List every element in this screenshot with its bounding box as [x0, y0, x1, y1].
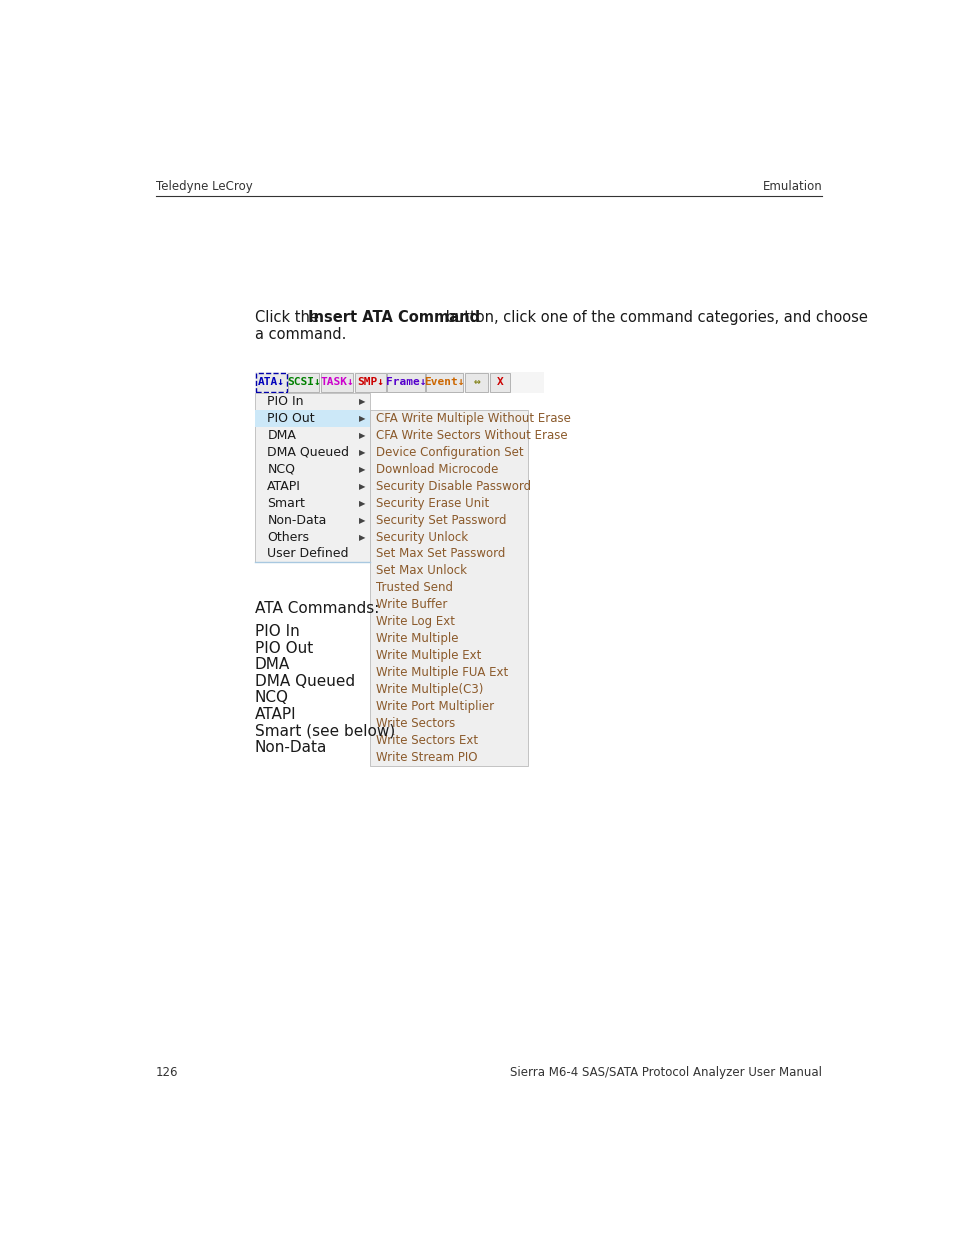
Text: Frame↓: Frame↓ [385, 377, 426, 388]
FancyBboxPatch shape [464, 373, 488, 391]
FancyBboxPatch shape [369, 410, 528, 766]
Text: CFA Write Sectors Without Erase: CFA Write Sectors Without Erase [375, 429, 567, 442]
Text: a command.: a command. [254, 327, 346, 342]
Text: Write Sectors: Write Sectors [375, 716, 455, 730]
Text: PIO Out: PIO Out [267, 412, 314, 425]
Text: DMA Queued: DMA Queued [254, 674, 355, 689]
Text: Write Multiple(C3): Write Multiple(C3) [375, 683, 482, 697]
Text: button, click one of the command categories, and choose: button, click one of the command categor… [441, 310, 867, 325]
Text: Emulation: Emulation [761, 180, 821, 193]
Text: ▶: ▶ [358, 396, 365, 406]
FancyBboxPatch shape [320, 373, 353, 391]
Text: Teledyne LeCroy: Teledyne LeCroy [155, 180, 253, 193]
Text: Write Log Ext: Write Log Ext [375, 615, 455, 629]
Text: NCQ: NCQ [254, 690, 289, 705]
Text: Event↓: Event↓ [424, 377, 464, 388]
Text: ▶: ▶ [358, 532, 365, 542]
Text: Smart: Smart [267, 496, 305, 510]
Text: DMA Queued: DMA Queued [267, 446, 349, 459]
Text: Set Max Set Password: Set Max Set Password [375, 547, 505, 561]
FancyBboxPatch shape [255, 373, 286, 391]
FancyBboxPatch shape [489, 373, 509, 391]
Text: ▶: ▶ [358, 515, 365, 525]
Text: ▶: ▶ [358, 482, 365, 490]
Text: ▶: ▶ [358, 431, 365, 440]
Text: Non-Data: Non-Data [267, 514, 326, 526]
Text: Smart (see below): Smart (see below) [254, 724, 395, 739]
FancyBboxPatch shape [288, 373, 319, 391]
Text: TASK↓: TASK↓ [320, 377, 354, 388]
Text: Write Sectors Ext: Write Sectors Ext [375, 734, 477, 747]
FancyBboxPatch shape [254, 372, 543, 393]
FancyBboxPatch shape [355, 373, 385, 391]
FancyBboxPatch shape [426, 373, 463, 391]
Text: ▶: ▶ [358, 499, 365, 508]
Text: ▶: ▶ [358, 448, 365, 457]
Text: Security Set Password: Security Set Password [375, 514, 506, 526]
Text: DMA: DMA [254, 657, 290, 672]
Text: 126: 126 [155, 1066, 178, 1078]
Text: PIO In: PIO In [267, 395, 303, 408]
Text: Set Max Unlock: Set Max Unlock [375, 564, 466, 578]
Text: ⇔: ⇔ [473, 377, 479, 388]
Text: Others: Others [267, 531, 309, 543]
Text: Write Port Multiplier: Write Port Multiplier [375, 700, 494, 713]
Text: Security Disable Password: Security Disable Password [375, 479, 530, 493]
Text: Non-Data: Non-Data [254, 740, 327, 755]
Text: Write Multiple: Write Multiple [375, 632, 457, 645]
Text: Trusted Send: Trusted Send [375, 582, 453, 594]
Text: Download Microcode: Download Microcode [375, 463, 497, 475]
Text: PIO In: PIO In [254, 624, 299, 638]
Text: CFA Write Multiple Without Erase: CFA Write Multiple Without Erase [375, 412, 570, 425]
Text: Write Stream PIO: Write Stream PIO [375, 751, 476, 763]
Text: Device Configuration Set: Device Configuration Set [375, 446, 523, 459]
Text: Insert ATA Command: Insert ATA Command [308, 310, 479, 325]
Text: Click the: Click the [254, 310, 323, 325]
Text: PIO Out: PIO Out [254, 641, 313, 656]
Text: ATAPI: ATAPI [254, 706, 296, 721]
Text: Write Multiple Ext: Write Multiple Ext [375, 650, 480, 662]
Text: ATAPI: ATAPI [267, 479, 301, 493]
Text: Sierra M6-4 SAS/SATA Protocol Analyzer User Manual: Sierra M6-4 SAS/SATA Protocol Analyzer U… [510, 1066, 821, 1078]
Text: Write Buffer: Write Buffer [375, 598, 447, 611]
Text: NCQ: NCQ [267, 463, 295, 475]
Text: User Defined: User Defined [267, 547, 349, 561]
FancyBboxPatch shape [254, 393, 369, 562]
Text: DMA: DMA [267, 429, 295, 442]
FancyBboxPatch shape [387, 373, 424, 391]
Text: ▶: ▶ [358, 464, 365, 474]
FancyBboxPatch shape [254, 410, 369, 427]
Text: ATA Commands:: ATA Commands: [254, 601, 379, 616]
Text: X: X [496, 377, 502, 388]
Text: Write Multiple FUA Ext: Write Multiple FUA Ext [375, 666, 508, 679]
Text: Security Erase Unit: Security Erase Unit [375, 496, 489, 510]
Text: Security Unlock: Security Unlock [375, 531, 467, 543]
Text: SCSI↓: SCSI↓ [287, 377, 320, 388]
Text: SMP↓: SMP↓ [356, 377, 383, 388]
Text: ▶: ▶ [358, 414, 365, 422]
Text: ATA↓: ATA↓ [257, 377, 284, 388]
